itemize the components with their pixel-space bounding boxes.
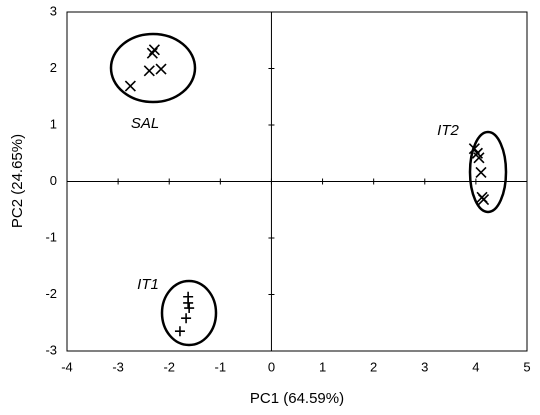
y-tick-label: -1 (45, 229, 57, 244)
x-tick-label: -4 (61, 359, 73, 374)
point (184, 303, 195, 314)
group-ellipse (468, 130, 508, 214)
y-tick-label: 1 (50, 116, 57, 131)
y-tick-label: 0 (50, 173, 57, 188)
x-tick-label: 2 (370, 359, 377, 374)
point (181, 313, 192, 324)
point (475, 166, 487, 179)
group-ellipse (109, 32, 197, 104)
y-tick-label: -2 (45, 286, 57, 301)
point (473, 152, 485, 164)
group-label: SAL (131, 115, 159, 132)
x-tick-label: -3 (112, 359, 124, 374)
y-tick-label: 3 (50, 3, 57, 18)
y-tick-label: -3 (45, 342, 57, 357)
point (155, 63, 167, 75)
point (174, 326, 185, 337)
point (124, 80, 136, 92)
group-label: IT1 (137, 276, 159, 293)
point (143, 65, 155, 77)
x-tick-label: 4 (472, 359, 479, 374)
x-tick-label: 1 (319, 359, 326, 374)
point (183, 297, 194, 308)
x-axis-title: PC1 (64.59%) (250, 390, 344, 407)
point (146, 47, 158, 59)
x-tick-label: 5 (523, 359, 530, 374)
point (148, 44, 160, 56)
x-tick-label: 0 (268, 359, 275, 374)
x-tick-label: -1 (215, 359, 227, 374)
y-axis-title: PC2 (24.65%) (9, 134, 26, 228)
group-label: IT2 (437, 122, 459, 139)
point (477, 194, 490, 206)
y-tick-label: 2 (50, 60, 57, 75)
x-tick-label: -2 (163, 359, 175, 374)
x-tick-label: 3 (421, 359, 428, 374)
group-ellipse (160, 279, 218, 347)
